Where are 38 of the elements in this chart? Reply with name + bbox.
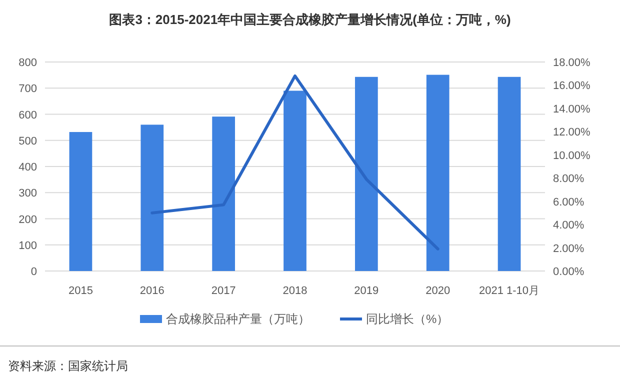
y2-tick-label: 18.00%: [553, 57, 591, 69]
y-tick-label: 600: [18, 109, 37, 122]
y-tick-label: 700: [18, 83, 37, 96]
bar: [284, 90, 306, 271]
y-tick-label: 200: [18, 214, 37, 226]
x-tick-label: 2021 1-10月: [479, 285, 540, 297]
y2-tick-label: 4.00%: [553, 220, 584, 232]
x-tick-label: 2019: [354, 285, 379, 297]
bar: [69, 132, 92, 271]
bar: [498, 76, 521, 271]
y2-tick-label: 12.00%: [553, 126, 591, 139]
legend-label: 合成橡胶品种产量（万吨）: [166, 312, 310, 326]
y2-tick-label: 8.00%: [553, 173, 584, 186]
y2-tick-label: 2.00%: [553, 242, 584, 255]
y2-tick-label: 14.00%: [553, 103, 591, 116]
bar: [140, 124, 164, 271]
x-tick-label: 2018: [282, 285, 308, 297]
bar: [212, 116, 235, 271]
y-tick-label: 400: [18, 162, 37, 174]
bar: [426, 74, 450, 271]
y-tick-label: 0: [30, 266, 37, 278]
x-tick-label: 2017: [211, 285, 236, 297]
x-tick-label: 2016: [140, 285, 164, 297]
y-tick-label: 800: [18, 57, 37, 69]
y2-tick-label: 16.00%: [553, 80, 591, 92]
legend-label: 同比增长（%）: [366, 312, 449, 326]
x-tick-label: 2015: [68, 285, 93, 297]
y2-tick-label: 10.00%: [553, 150, 591, 162]
y2-tick-label: 0.00%: [553, 266, 584, 278]
y-tick-label: 500: [18, 135, 37, 148]
y-tick-label: 100: [18, 240, 37, 252]
line-series: [150, 74, 440, 250]
chart-title: 图表3：2015-2021年中国主要合成橡胶产量增长情况(单位：万吨，%): [109, 12, 511, 27]
x-tick-label: 2020: [426, 285, 450, 297]
text: 资料来源：国家统计局: [8, 359, 128, 373]
y-tick-label: 300: [18, 188, 37, 200]
bar: [355, 76, 378, 271]
y2-tick-label: 6.00%: [553, 196, 584, 208]
